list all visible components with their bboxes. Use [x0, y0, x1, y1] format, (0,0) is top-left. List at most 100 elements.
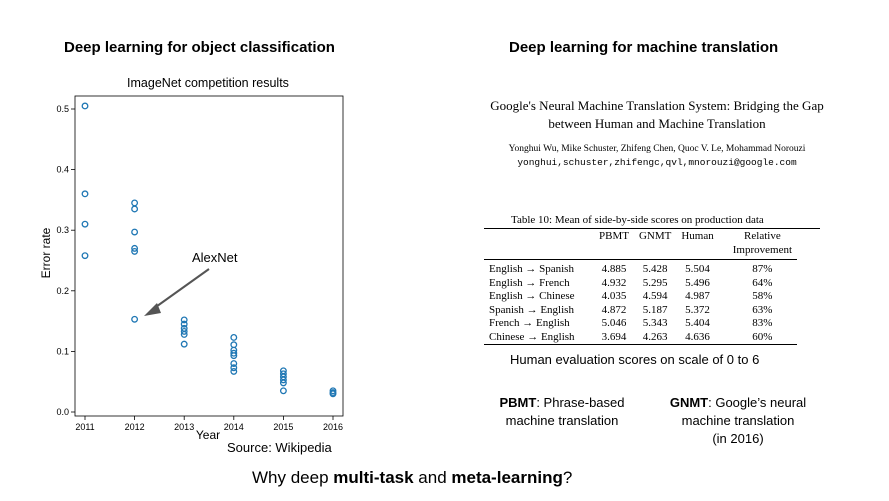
human-eval-note: Human evaluation scores on scale of 0 to…	[510, 351, 759, 369]
data-point	[131, 205, 139, 213]
row-score: 4.594	[642, 290, 668, 302]
data-point	[230, 364, 238, 372]
right-heading: Deep learning for machine translation	[509, 39, 779, 56]
data-point	[279, 376, 287, 384]
row-score: 3.694	[601, 330, 627, 343]
data-point	[131, 315, 139, 323]
data-point	[81, 220, 89, 228]
row-score: 64%	[752, 276, 773, 289]
footer-question: Why deep multi-task and meta-learning?	[252, 468, 572, 488]
paper-authors: Yonghui Wu, Mike Schuster, Zhifeng Chen,…	[508, 144, 806, 154]
table-header-human: Human	[681, 230, 714, 242]
y-tick-label: 0.1	[56, 346, 69, 356]
footer-post: ?	[562, 468, 573, 487]
data-point	[230, 367, 238, 375]
row-score: 5.372	[685, 303, 710, 316]
data-point	[180, 320, 188, 328]
row-language-pair: English → Spanish	[489, 263, 574, 275]
row-score: 4.932	[601, 276, 627, 289]
data-point	[279, 379, 287, 387]
table-header-improvement: Improvement	[732, 243, 793, 256]
left-heading: Deep learning for object classification	[64, 39, 335, 56]
gnmt-definition: GNMT: Google’s neural machine translatio…	[656, 394, 820, 448]
data-point	[329, 390, 337, 398]
row-score: 5.504	[685, 263, 710, 275]
row-score: 5.295	[642, 276, 668, 289]
row-score: 5.046	[601, 317, 627, 329]
data-point	[81, 190, 89, 198]
row-language-pair: French → English	[489, 317, 570, 329]
table-row: English → French 4.932 5.295 5.496 64%	[484, 277, 797, 291]
x-axis-label: Year	[196, 428, 220, 442]
gnmt-desc: : Google’s neural	[708, 395, 807, 410]
table-row: French → English 5.046 5.343 5.404 83%	[484, 317, 797, 331]
data-point	[180, 327, 188, 335]
data-point	[131, 244, 139, 252]
footer-pre: Why deep	[252, 468, 334, 487]
row-score: 5.496	[685, 276, 710, 289]
alexnet-label: AlexNet	[192, 250, 238, 265]
table-top-rule	[484, 228, 820, 229]
table-row: English → Spanish 4.885 5.428 5.504 87%	[484, 260, 797, 277]
row-score: 4.636	[685, 330, 710, 343]
table-row: English → Chinese 4.035 4.594 4.987 58%	[484, 290, 797, 304]
y-tick-label: 0.5	[56, 104, 69, 114]
chart-title: ImageNet competition results	[127, 76, 289, 90]
imagenet-chart: ImageNet competition results 0.00.10.20.…	[40, 76, 344, 442]
gnmt-line1: GNMT: Google’s neural	[656, 394, 820, 412]
alexnet-arrow-shaft	[152, 268, 210, 310]
footer-mid: and	[413, 468, 452, 487]
data-point	[131, 228, 139, 236]
y-axis: 0.0 0.1 0.2 0.3 0.4 0.5	[56, 104, 75, 417]
data-point	[230, 360, 238, 367]
data-point	[230, 334, 238, 341]
data-point	[131, 199, 139, 207]
pbmt-definition: PBMT: Phrase-based machine translation	[488, 394, 636, 430]
row-score: 58%	[752, 290, 773, 302]
paper-emails: yonghui,schuster,zhifengc,qvl,mnorouzi@g…	[517, 157, 797, 168]
footer-multitask: multi-task	[333, 468, 414, 487]
pbmt-desc: : Phrase-based	[536, 395, 625, 410]
y-tick-label: 0.2	[56, 286, 69, 296]
row-score: 5.404	[685, 317, 710, 329]
pbmt-line2: machine translation	[505, 413, 619, 428]
x-tick-label: 2012	[125, 422, 145, 432]
data-point	[81, 102, 89, 110]
human-eval-note-text: Human evaluation scores on scale of 0 to…	[510, 352, 760, 367]
data-points	[81, 102, 337, 398]
x-tick-label: 2015	[273, 422, 293, 432]
table-header-pbmt: PBMT	[599, 230, 629, 242]
table-row: Chinese → English 3.694 4.263 4.636 60%	[484, 330, 798, 345]
row-score: 4.263	[642, 330, 668, 343]
data-point	[180, 340, 188, 348]
gnmt-line2: machine translation	[681, 413, 795, 428]
paper-title-line2: between Human and Machine Translation	[548, 116, 766, 131]
data-point	[131, 247, 139, 255]
row-language-pair: English → French	[489, 276, 570, 289]
scores-table: PBMT GNMT Human Relative Improvement Eng…	[484, 230, 798, 345]
data-point	[180, 316, 188, 324]
row-score: 87%	[752, 263, 773, 275]
pbmt-line1: PBMT: Phrase-based	[488, 394, 636, 412]
x-tick-label: 2011	[75, 422, 94, 432]
table-row: Spanish → English 4.872 5.187 5.372 63%	[484, 304, 797, 318]
source-label: Source: Wikipedia	[227, 440, 332, 455]
row-score: 5.187	[642, 303, 668, 316]
row-score: 63%	[752, 303, 773, 316]
table-header-relative: Relative	[744, 230, 781, 242]
row-score: 5.428	[642, 263, 668, 275]
row-score: 4.872	[601, 303, 627, 316]
paper-title: Google's Neural Machine Translation Syst…	[450, 97, 864, 133]
row-score: 5.343	[642, 317, 668, 329]
row-score: 4.987	[685, 290, 710, 302]
row-language-pair: Chinese → English	[489, 330, 575, 343]
data-point	[230, 349, 238, 357]
gnmt-line3: (in 2016)	[712, 431, 764, 446]
x-tick-label: 2016	[323, 422, 343, 432]
table-header-gnmt: GNMT	[638, 230, 672, 242]
table-header-blank	[484, 230, 594, 244]
row-score: 60%	[752, 330, 773, 343]
data-point	[230, 341, 238, 349]
pbmt-term: PBMT	[499, 395, 537, 410]
footer-metalearning: meta-learning	[451, 468, 563, 487]
